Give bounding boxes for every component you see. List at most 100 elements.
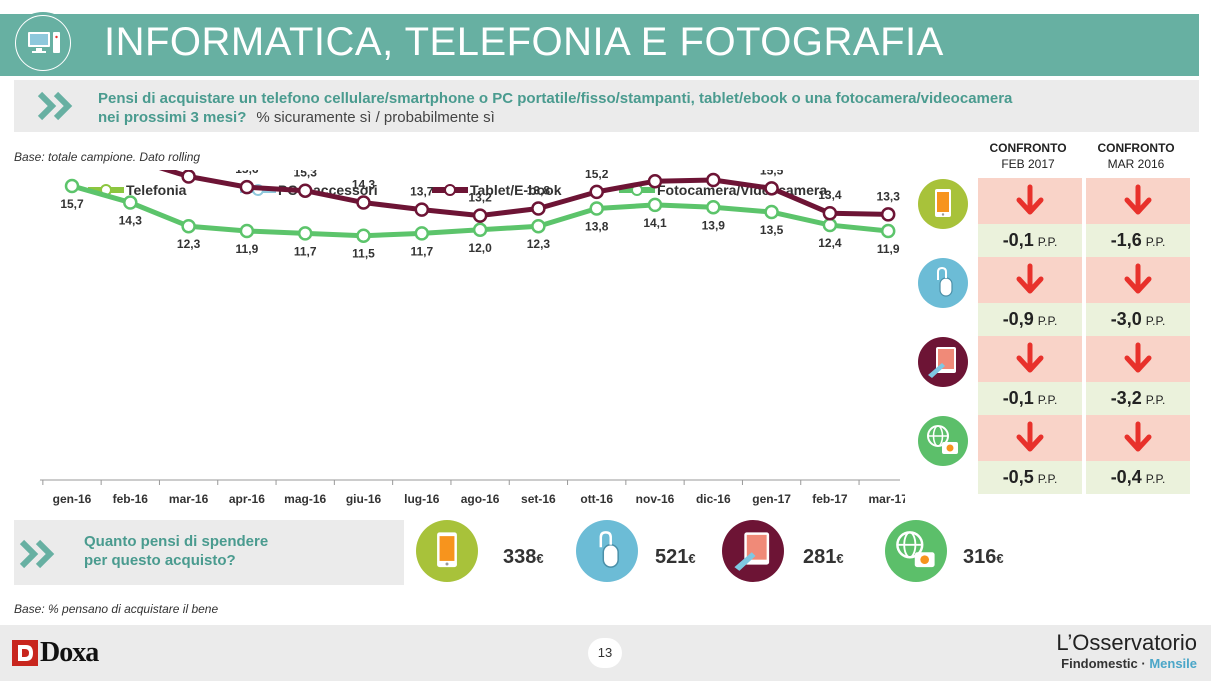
- data-point: [414, 226, 430, 241]
- data-point: [531, 201, 546, 216]
- comparison-value: -0,9 P.P.: [1002, 309, 1058, 329]
- spend-value: 338€: [503, 546, 544, 568]
- data-label: 12,4: [818, 236, 842, 250]
- data-point: [414, 202, 430, 217]
- x-tick-label: feb-17: [812, 492, 848, 506]
- spend-band: [14, 520, 404, 585]
- data-label: 15,7: [60, 197, 84, 211]
- legend-label: Tablet/E-book: [470, 182, 562, 198]
- spend-value: 316€: [963, 546, 1004, 568]
- data-label: 15,6: [235, 170, 259, 176]
- down-arrow-icon: [1016, 342, 1044, 373]
- header-bar: [0, 14, 1199, 76]
- data-label: 15,2: [585, 170, 609, 181]
- comparison-header-mar: CONFRONTO MAR 2016: [1097, 141, 1175, 171]
- legend-label: Telefonia: [126, 182, 187, 198]
- comparison-value: -1,6 P.P.: [1110, 230, 1166, 250]
- data-label: 13,3: [877, 189, 901, 203]
- data-point: [181, 170, 196, 184]
- data-point: [472, 222, 488, 238]
- unit-label: P.P.: [1037, 472, 1058, 486]
- legend-item: Tablet/E-book: [432, 182, 562, 198]
- data-point: [64, 178, 80, 194]
- data-label: 11,7: [410, 244, 433, 258]
- x-tick-label: nov-16: [636, 492, 675, 506]
- base-note-bottom: Base: % pensano di acquistare il bene: [14, 602, 219, 616]
- data-point: [239, 179, 255, 195]
- data-label: 13,8: [527, 183, 551, 197]
- data-label: 11,5: [352, 247, 375, 261]
- data-label: 13,4: [818, 188, 842, 202]
- down-arrow-icon: [1016, 421, 1044, 452]
- down-arrow-icon: [1124, 184, 1152, 215]
- currency-symbol: €: [996, 551, 1004, 566]
- data-label: 11,9: [236, 242, 259, 256]
- x-tick-label: mar-17: [869, 492, 905, 506]
- data-label: 13,7: [410, 185, 434, 199]
- x-tick-label: gen-16: [53, 492, 92, 506]
- data-label: 12,3: [527, 237, 551, 251]
- data-label: 13,9: [702, 218, 726, 232]
- comparison-value: -0,1 P.P.: [1002, 388, 1058, 408]
- x-tick-label: apr-16: [229, 492, 265, 506]
- page-title: INFORMATICA, TELEFONIA E FOTOGRAFIA: [104, 20, 944, 64]
- data-point: [472, 208, 488, 223]
- comparison-value: -3,0 P.P.: [1110, 309, 1166, 329]
- x-tick-label: mag-16: [284, 492, 326, 506]
- down-arrow-icon: [1016, 184, 1044, 215]
- computer-icon: [12, 12, 74, 74]
- unit-label: P.P.: [1145, 472, 1166, 486]
- data-label: 14,3: [352, 178, 376, 192]
- x-tick-label: ott-16: [580, 492, 613, 506]
- comparison-value: -3,2 P.P.: [1110, 388, 1166, 408]
- unit-label: P.P.: [1037, 393, 1058, 407]
- comparison-value: -0,1 P.P.: [1002, 230, 1058, 250]
- doxa-logo-icon: [12, 640, 38, 666]
- line-chart: Telefonia PC e accessori Tablet/E-book Foto…: [40, 170, 905, 506]
- tablet-icon: [918, 337, 968, 387]
- question-note: % sicuramente sì / probabilmente sì: [256, 109, 495, 126]
- x-tick-label: feb-16: [113, 492, 149, 506]
- unit-label: P.P.: [1145, 393, 1166, 407]
- data-point: [589, 201, 604, 216]
- question-band: Pensi di acquistare un telefono cellular…: [14, 80, 1199, 132]
- currency-symbol: €: [836, 551, 844, 566]
- data-point: [880, 223, 896, 239]
- unit-label: P.P.: [1037, 235, 1058, 249]
- x-tick-label: mar-16: [169, 492, 209, 506]
- spend-question: Quanto pensi di spendere per questo acqu…: [84, 533, 269, 569]
- x-tick-label: set-16: [521, 492, 556, 506]
- down-arrow-icon: [1124, 342, 1152, 373]
- data-point: [531, 218, 546, 234]
- base-note-top: Base: totale campione. Dato rolling: [14, 150, 201, 164]
- camera-globe-icon: [918, 416, 968, 466]
- data-point: [297, 226, 313, 241]
- question-text: Pensi di acquistare un telefono cellular…: [98, 89, 1178, 127]
- chevrons-icon: [19, 539, 55, 569]
- unit-label: P.P.: [1145, 314, 1166, 328]
- data-label: 15,5: [760, 170, 784, 177]
- data-label: 11,9: [877, 242, 900, 256]
- data-point: [706, 172, 721, 188]
- data-label: 13,5: [760, 223, 784, 237]
- smartphone-icon: [416, 520, 478, 582]
- data-label: 12,0: [468, 241, 492, 255]
- camera-globe-icon: [885, 520, 947, 582]
- mouse-icon: [576, 520, 638, 582]
- spend-value: 521€: [655, 546, 696, 568]
- data-point: [356, 195, 371, 210]
- data-point: [706, 200, 721, 215]
- x-tick-label: lug-16: [404, 492, 440, 506]
- comparison-value: -0,4 P.P.: [1110, 467, 1166, 487]
- x-tick-label: ago-16: [461, 492, 500, 506]
- data-point: [297, 183, 313, 198]
- currency-symbol: €: [536, 551, 544, 566]
- data-label: 15,3: [294, 170, 318, 180]
- currency-symbol: €: [688, 551, 696, 566]
- data-label: 13,8: [585, 219, 609, 233]
- data-point: [589, 184, 604, 200]
- comparison-header-feb: CONFRONTO FEB 2017: [989, 141, 1067, 171]
- smartphone-icon: [918, 179, 968, 229]
- data-point: [239, 223, 255, 239]
- question-line1: Pensi di acquistare un telefono cellular…: [98, 90, 1013, 107]
